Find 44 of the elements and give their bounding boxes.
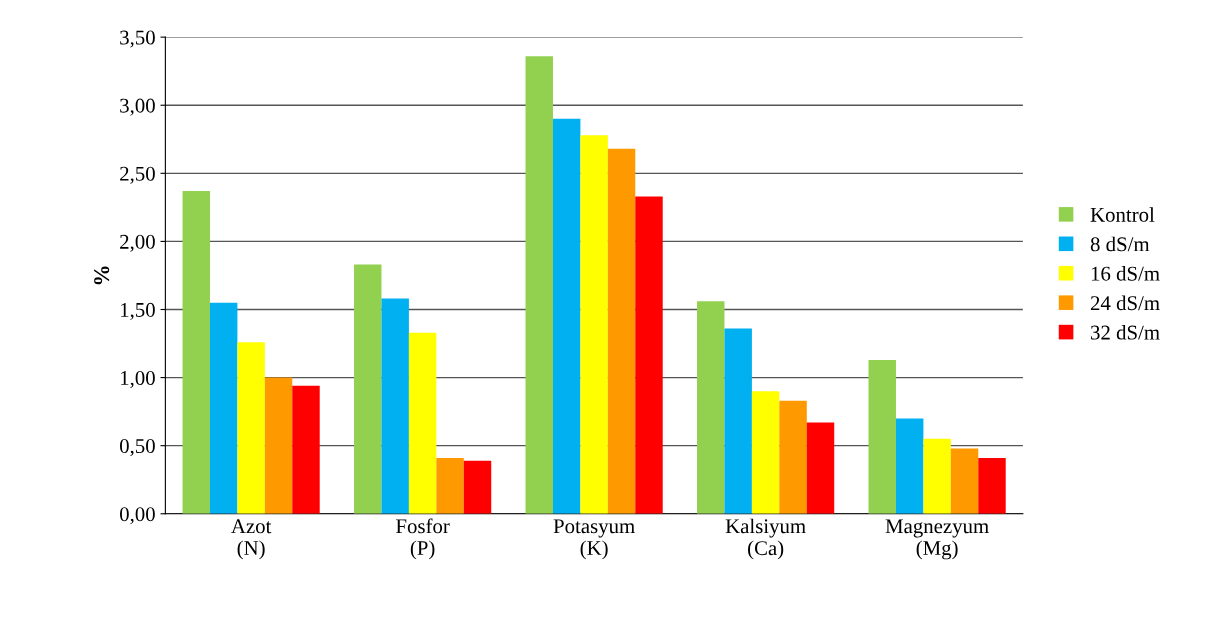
bar <box>182 191 210 514</box>
bar <box>381 298 409 514</box>
y-tick-label: 2,00 <box>120 234 155 252</box>
bar <box>408 332 437 514</box>
x-tick-label: Magnezyum (Mg) <box>885 519 989 560</box>
bar <box>697 301 725 514</box>
bar <box>806 422 835 514</box>
y-tick-label: 1,50 <box>121 302 155 320</box>
legend-label: 8 dS/m <box>1090 236 1150 252</box>
bar <box>209 302 238 514</box>
bar <box>264 377 293 514</box>
bar <box>724 328 752 514</box>
bar <box>463 460 492 514</box>
bar <box>950 448 979 514</box>
bar <box>978 457 1006 514</box>
bar <box>552 118 581 514</box>
x-tick-label: Azot (N) <box>231 519 272 560</box>
x-tick-label: Potasyum (K) <box>553 519 635 560</box>
y-tick-label: 0,00 <box>119 507 155 525</box>
bar <box>635 196 663 514</box>
bar <box>607 148 636 514</box>
y-tick-label: 2,50 <box>120 166 155 184</box>
bar <box>237 342 265 514</box>
bar <box>292 385 320 514</box>
x-tick-label: Fosfor (P) <box>396 518 450 560</box>
y-tick-label: 0,50 <box>119 439 155 457</box>
bar <box>779 400 807 514</box>
bar <box>923 438 951 514</box>
bar <box>895 418 924 514</box>
legend-label: 16 dS/m <box>1091 266 1160 281</box>
x-tick-label: Kalsiyum (Ca) <box>725 518 806 560</box>
bar <box>436 457 464 514</box>
bar <box>868 359 896 514</box>
y-axis-title: % <box>94 266 110 285</box>
legend-label: 24 dS/m <box>1090 295 1160 311</box>
y-tick-label: 3,00 <box>120 98 155 116</box>
legend-label: 32 dS/m <box>1091 324 1160 340</box>
y-tick-label: 3,50 <box>120 30 155 48</box>
bar <box>525 56 553 514</box>
y-tick-label: 1,00 <box>121 370 155 389</box>
legend-label: Kontrol <box>1090 207 1155 222</box>
bar <box>751 391 780 514</box>
bar <box>580 135 608 514</box>
bar <box>354 264 382 514</box>
